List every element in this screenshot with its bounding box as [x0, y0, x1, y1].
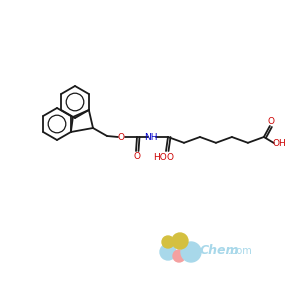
- Text: NH: NH: [144, 133, 158, 142]
- Circle shape: [162, 236, 174, 248]
- Text: HO: HO: [153, 154, 167, 163]
- Text: O: O: [167, 152, 173, 161]
- Circle shape: [181, 242, 201, 262]
- Circle shape: [173, 250, 185, 262]
- Text: OH: OH: [273, 139, 287, 148]
- Text: O: O: [134, 152, 140, 161]
- Text: O: O: [268, 116, 275, 125]
- Text: .com: .com: [228, 246, 252, 256]
- Text: Chem: Chem: [200, 244, 239, 257]
- Text: O: O: [118, 133, 124, 142]
- Circle shape: [172, 233, 188, 249]
- Circle shape: [160, 244, 176, 260]
